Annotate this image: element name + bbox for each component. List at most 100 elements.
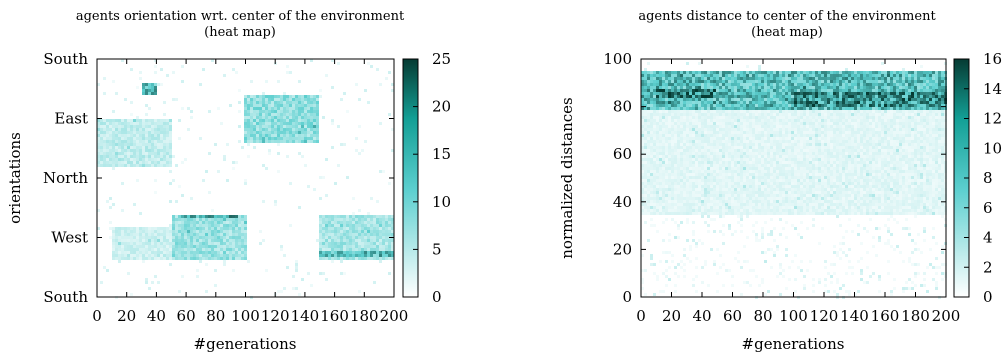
heat-cell <box>674 104 677 107</box>
heat-cell <box>190 251 193 254</box>
heat-cell <box>752 125 755 128</box>
heat-cell <box>349 254 352 257</box>
heat-cell <box>764 80 767 83</box>
heat-cell <box>337 242 340 245</box>
heat-cell <box>683 203 686 206</box>
heat-cell <box>740 179 743 182</box>
heat-cell <box>388 230 391 233</box>
heat-cell <box>803 167 806 170</box>
heat-cell <box>671 209 674 212</box>
heat-cell <box>755 71 758 74</box>
heat-cell <box>271 98 274 101</box>
heat-cell <box>737 176 740 179</box>
heat-cell <box>142 164 145 167</box>
heat-cell <box>142 239 145 242</box>
heat-cell <box>181 215 184 218</box>
heat-cell <box>689 89 692 92</box>
heat-cell <box>740 116 743 119</box>
heat-cell <box>668 77 671 80</box>
heat-cell <box>755 131 758 134</box>
heat-cell <box>677 92 680 95</box>
heat-cell <box>794 179 797 182</box>
heat-cell <box>770 179 773 182</box>
heat-cell <box>761 188 764 191</box>
heat-cell <box>650 254 653 257</box>
heat-cell <box>743 110 746 113</box>
heat-cell <box>683 83 686 86</box>
heat-cell <box>749 284 752 287</box>
heat-cell <box>794 71 797 74</box>
heat-cell <box>292 119 295 122</box>
heat-cell <box>181 224 184 227</box>
heat-cell <box>166 254 169 257</box>
heat-cell <box>722 233 725 236</box>
heat-cell <box>250 110 253 113</box>
heat-cell <box>668 89 671 92</box>
heat-cell <box>770 92 773 95</box>
heat-cell <box>190 257 193 260</box>
heat-cell <box>250 107 253 110</box>
heat-cell <box>683 158 686 161</box>
heat-cell <box>133 158 136 161</box>
heat-cell <box>674 122 677 125</box>
heat-cell <box>758 110 761 113</box>
heat-cell <box>103 131 106 134</box>
heat-cell <box>782 164 785 167</box>
heat-cell <box>109 134 112 137</box>
heat-cell <box>674 206 677 209</box>
heat-cell <box>169 233 172 236</box>
heat-cell <box>734 143 737 146</box>
heat-cell <box>175 98 178 101</box>
heat-cell <box>767 122 770 125</box>
heat-cell <box>259 230 262 233</box>
heat-cell <box>124 245 127 248</box>
heat-cell <box>160 230 163 233</box>
heat-cell <box>283 116 286 119</box>
heat-cell <box>271 131 274 134</box>
heat-cell <box>704 116 707 119</box>
heat-cell <box>722 203 725 206</box>
heat-cell <box>782 107 785 110</box>
heat-cell <box>677 191 680 194</box>
heat-cell <box>307 272 310 275</box>
heat-cell <box>746 170 749 173</box>
heat-cell <box>731 134 734 137</box>
heat-cell <box>767 116 770 119</box>
heat-cell <box>656 104 659 107</box>
heat-cell <box>719 179 722 182</box>
heat-cell <box>280 245 283 248</box>
heat-cell <box>244 221 247 224</box>
heat-cell <box>746 155 749 158</box>
heat-cell <box>262 98 265 101</box>
heat-cell <box>235 245 238 248</box>
heat-cell <box>680 161 683 164</box>
heat-cell <box>256 113 259 116</box>
heat-cell <box>178 218 181 221</box>
heat-cell <box>310 59 313 62</box>
heat-cell <box>121 137 124 140</box>
heat-cell <box>307 113 310 116</box>
chart-orientation: agents orientation wrt. center of the en… <box>6 9 451 353</box>
heat-cell <box>385 242 388 245</box>
heat-cell <box>659 185 662 188</box>
heat-cell <box>289 122 292 125</box>
heat-cell <box>719 74 722 77</box>
heat-cell <box>154 158 157 161</box>
heat-cell <box>121 122 124 125</box>
heat-cell <box>713 260 716 263</box>
heat-cell <box>238 110 241 113</box>
heat-cell <box>773 89 776 92</box>
heat-cell <box>292 95 295 98</box>
heat-cell <box>725 167 728 170</box>
heat-cell <box>229 242 232 245</box>
heat-cell <box>211 233 214 236</box>
heat-cell <box>740 89 743 92</box>
heat-cell <box>710 170 713 173</box>
heat-cell <box>196 242 199 245</box>
heat-cell <box>683 152 686 155</box>
heat-cell <box>734 176 737 179</box>
heat-cell <box>779 212 782 215</box>
heat-cell <box>695 143 698 146</box>
heat-cell <box>671 191 674 194</box>
